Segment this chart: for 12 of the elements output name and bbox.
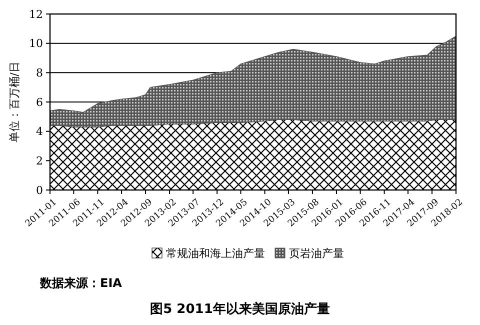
y-tick-label: 8 (36, 66, 43, 80)
y-tick-label: 12 (29, 8, 43, 21)
y-tick-label: 10 (29, 37, 43, 50)
y-tick-label: 2 (36, 154, 43, 168)
y-tick-label: 6 (36, 96, 43, 109)
y-tick-label: 0 (36, 184, 43, 197)
text: 图5 2011年以来美国原油产量 (150, 301, 330, 317)
y-tick-label: 4 (36, 125, 43, 138)
legend-label: 页岩油产量 (289, 246, 344, 260)
legend-label: 常规油和海上油产量 (166, 246, 265, 260)
source-note: 数据来源：EIA (39, 276, 123, 290)
y-axis-title: 单位：百万桶/日 (8, 62, 21, 142)
